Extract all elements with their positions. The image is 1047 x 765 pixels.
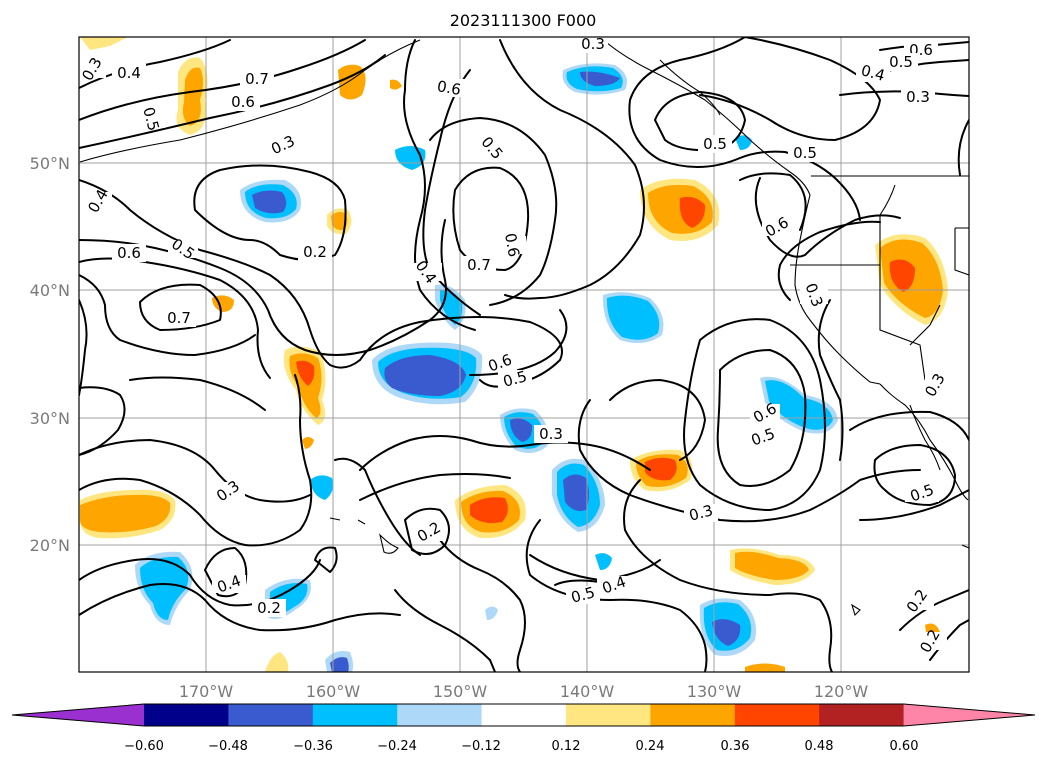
colorbar-tick-label: −0.12 [461,739,501,754]
contour-label: 0.3 [906,88,930,106]
contour-label: 0.7 [467,256,491,274]
colorbar-cell [650,704,736,726]
graticule [79,37,969,672]
contour-label: 0.5 [889,53,913,71]
colorbar-cell [481,704,567,726]
contour-label: 0.3 [581,35,605,53]
contour-label: 0.4 [117,64,141,82]
colorbar-cell [819,704,905,726]
colorbar-tick-label: 0.36 [721,739,750,754]
lon-label: 140°W [560,682,615,701]
figure-title: 2023111300 F000 [450,11,597,30]
colorbar-cells [11,703,1036,727]
contour-label: 0.6 [231,93,255,111]
colorbar-outline [11,703,1036,727]
contour-label: 0.5 [703,135,727,153]
contour-label: 0.3 [539,425,563,443]
contour-label: 0.4 [859,61,887,85]
longitude-labels: 170°W 160°W 150°W 140°W 130°W 120°W [179,682,869,701]
lon-label: 120°W [814,682,869,701]
lon-label: 150°W [433,682,488,701]
colorbar-tick-labels: −0.60 −0.48 −0.36 −0.24 −0.12 0.12 0.24 … [124,739,918,754]
colorbar-extend-low [12,704,144,726]
colorbar-extend-high [903,704,1035,726]
colorbar-tick-label: 0.60 [890,739,919,754]
contour-label: 0.5 [139,105,163,133]
colorbar-cell [734,704,820,726]
map-frame [78,36,970,673]
colorbar-cell [312,704,398,726]
colorbar-tick-label: −0.48 [208,739,248,754]
contour-label: 0.6 [436,77,463,99]
latitude-labels: 50°N 40°N 30°N 20°N [30,154,70,555]
contour-label: 0.5 [501,367,529,391]
lat-label: 20°N [30,536,70,555]
lat-label: 50°N [30,154,70,173]
colorbar-tick-label: 0.12 [552,739,581,754]
map-panel: 0.3 0.4 0.7 0.6 0.6 0.5 0.3 0.4 0.6 0.5 … [78,35,970,673]
colorbar-cell [566,704,651,726]
colorbar-tick-label: −0.24 [377,739,417,754]
lon-label: 130°W [687,682,742,701]
contour-label: 0.3 [687,501,715,525]
coastlines [79,37,969,617]
contour-label: 0.2 [303,243,327,261]
lon-label: 170°W [179,682,234,701]
positive-anomaly-regions [80,37,948,672]
colorbar-tick-label: 0.24 [636,739,665,754]
contour-label: 0.7 [167,309,191,327]
colorbar-tick-label: −0.60 [124,739,164,754]
colorbar-cell [144,704,229,726]
lat-label: 30°N [30,409,70,428]
lat-label: 40°N [30,281,70,300]
colorbar-cell [228,704,314,726]
colorbar-tick-label: 0.48 [805,739,834,754]
contour-label: 0.5 [569,583,597,607]
contour-label: 0.6 [117,244,141,262]
contour-label: 0.7 [245,70,269,88]
colorbar-tick-label: −0.36 [293,739,333,754]
lon-label: 160°W [306,682,361,701]
contour-label: 0.5 [793,144,817,162]
colorbar-cell [397,704,483,726]
contour-label: 0.6 [501,232,523,259]
contour-label: 0.2 [257,599,281,617]
colorbar: −0.60 −0.48 −0.36 −0.24 −0.12 0.12 0.24 … [11,703,1036,754]
